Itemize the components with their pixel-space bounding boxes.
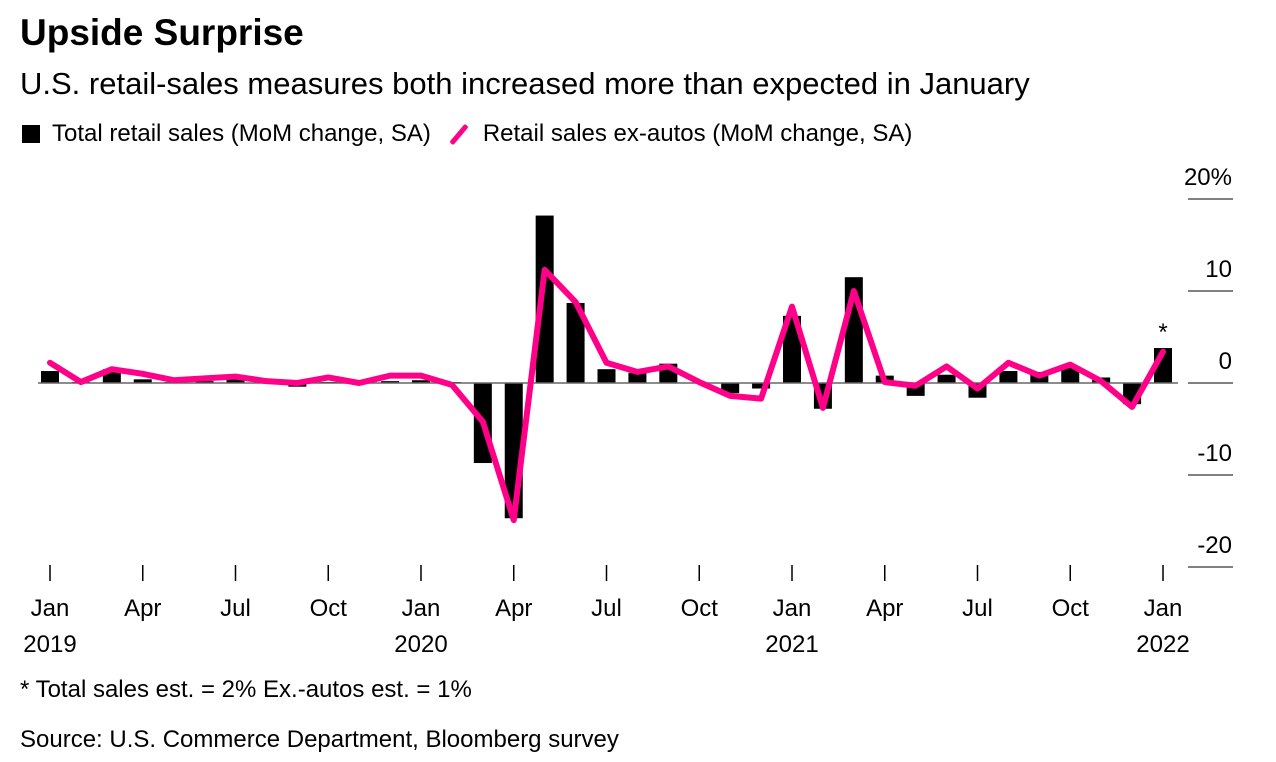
legend-bar-swatch (22, 125, 40, 143)
bar (566, 302, 585, 383)
bar (195, 381, 214, 383)
x-tick-label: Jul (220, 595, 251, 622)
annotation-asterisk: * (1158, 319, 1167, 346)
bar (535, 215, 554, 383)
legend-label-exautos: Retail sales ex-autos (MoM change, SA) (482, 120, 913, 147)
legend: Total retail sales (MoM change, SA) Reta… (22, 120, 912, 148)
legend-label-total: Total retail sales (MoM change, SA) (52, 120, 431, 147)
x-tick-label: Jan (31, 595, 70, 622)
chart-title: Upside Surprise (20, 12, 304, 53)
bar (133, 379, 152, 383)
x-tick-label: Apr (866, 595, 903, 622)
chart-subtitle: U.S. retail-sales measures both increase… (20, 66, 1030, 101)
bar (999, 371, 1018, 383)
x-year-label: 2022 (1136, 631, 1189, 658)
x-year-label: 2020 (394, 631, 447, 658)
chart-source: Source: U.S. Commerce Department, Bloomb… (20, 726, 619, 753)
bar (1061, 366, 1080, 383)
x-year-label: 2021 (765, 631, 818, 658)
bar (412, 380, 430, 383)
x-year-label: 2019 (23, 631, 76, 658)
x-tick-label: Jan (773, 595, 812, 622)
x-tick-label: Jan (402, 595, 441, 622)
x-tick-label: Apr (495, 595, 532, 622)
bar (381, 381, 400, 383)
x-tick-label: Oct (310, 595, 348, 622)
y-tick-label: 10 (1205, 256, 1232, 283)
bar (628, 372, 647, 383)
x-tick-label: Oct (681, 595, 719, 622)
bar (783, 315, 801, 383)
bar (752, 383, 771, 389)
y-tick-label: -20 (1197, 532, 1232, 559)
y-tick-label: -10 (1197, 440, 1232, 467)
y-tick-label: 0 (1219, 348, 1232, 375)
bar (597, 369, 616, 383)
x-tick-label: Apr (124, 595, 161, 622)
x-tick-label: Jul (591, 595, 622, 622)
x-tick-label: Jan (1144, 595, 1183, 622)
x-tick-label: Jul (962, 595, 993, 622)
chart-note: * Total sales est. = 2% Ex.-autos est. =… (20, 676, 472, 703)
ex-autos-line (47, 266, 1166, 524)
x-tick-label: Oct (1052, 595, 1090, 622)
bar (226, 379, 245, 383)
bar (721, 383, 740, 394)
bar (41, 371, 59, 383)
bar (937, 374, 956, 383)
y-tick-label: 20% (1184, 164, 1232, 191)
